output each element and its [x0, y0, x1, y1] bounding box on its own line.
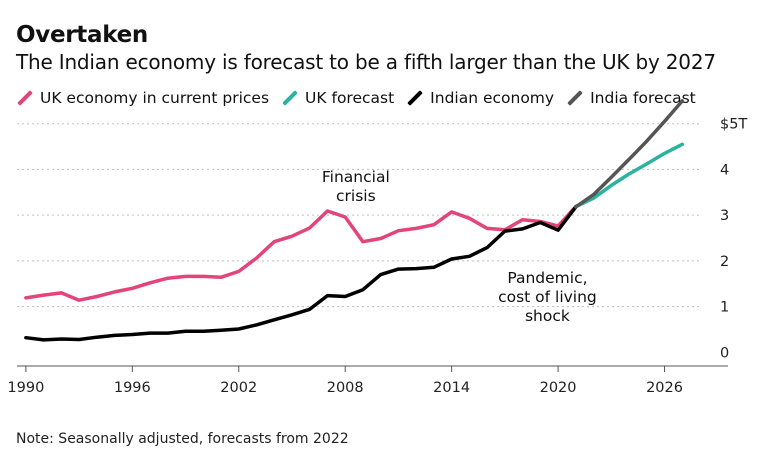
y-tick-label-5: $5T	[720, 117, 747, 133]
y-tick-label-2: 2	[720, 254, 729, 270]
legend-label-india: Indian economy	[430, 89, 555, 107]
annotation-0-line-0: Financial	[322, 168, 390, 186]
x-tick-label-2026: 2026	[646, 380, 683, 396]
y-tick-label-0: 0	[720, 345, 729, 361]
y-tick-label-1: 1	[720, 300, 729, 316]
series-line-0	[24, 204, 578, 302]
chart-title: Overtaken	[16, 22, 148, 48]
annotation-1-line-1: cost of living	[498, 288, 597, 306]
x-tick-label-1990: 1990	[7, 380, 44, 396]
annotation-1-line-2: shock	[525, 307, 570, 325]
x-tick-label-2020: 2020	[540, 380, 577, 396]
legend-label-uk-forecast: UK forecast	[305, 89, 395, 107]
legend: UK economy in current prices UK forecast…	[16, 89, 708, 107]
annotation-1-line-0: Pandemic,	[507, 269, 587, 287]
x-tick-label-2008: 2008	[327, 380, 364, 396]
series-line-2	[24, 205, 578, 342]
x-tick-label-1996: 1996	[114, 380, 151, 396]
series-line-1	[574, 142, 685, 209]
legend-item-india-forecast: India forecast	[566, 89, 696, 107]
series-line-3	[574, 99, 685, 209]
legend-label-uk: UK economy in current prices	[40, 89, 270, 107]
legend-label-india-forecast: India forecast	[590, 89, 696, 107]
y-tick-label-3: 3	[720, 208, 729, 224]
annotation-0-line-1: crisis	[336, 187, 376, 205]
legend-item-uk-forecast: UK forecast	[281, 89, 394, 107]
chart-subtitle: The Indian economy is forecast to be a f…	[16, 50, 716, 74]
legend-item-india: Indian economy	[406, 89, 554, 107]
footnote: Note: Seasonally adjusted, forecasts fro…	[16, 431, 349, 447]
x-tick-label-2014: 2014	[433, 380, 470, 396]
x-tick-label-2002: 2002	[220, 380, 257, 396]
legend-item-uk: UK economy in current prices	[16, 89, 269, 107]
y-tick-label-4: 4	[720, 162, 729, 178]
